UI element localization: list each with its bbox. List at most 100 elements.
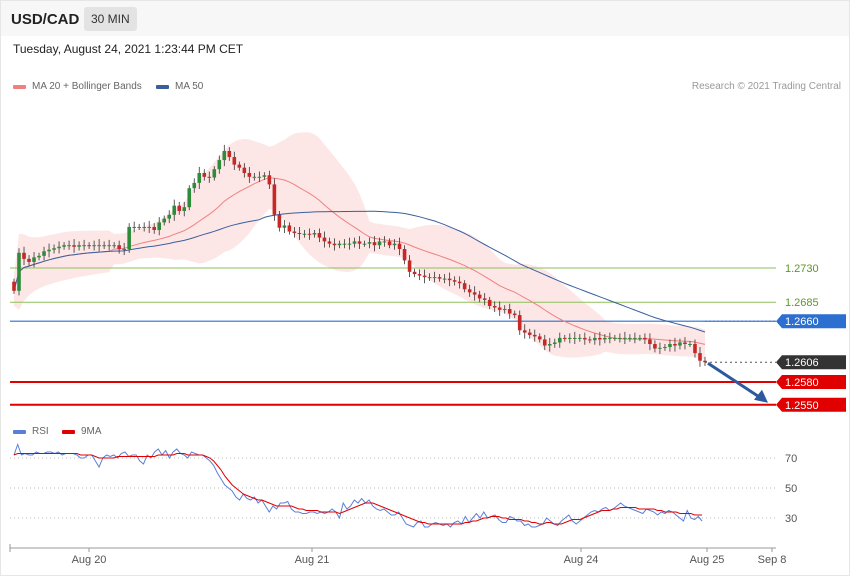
candle xyxy=(487,296,492,310)
candle-body xyxy=(487,299,492,306)
candle xyxy=(492,301,497,313)
candle xyxy=(372,236,377,252)
legend-swatch-9ma xyxy=(62,429,75,434)
candle-body xyxy=(122,249,126,250)
candle-body xyxy=(297,233,302,235)
candle-body xyxy=(598,337,602,340)
candle-body xyxy=(643,337,647,340)
candle xyxy=(522,324,527,339)
x-tick-label: Aug 25 xyxy=(690,554,725,566)
candle-body xyxy=(452,280,457,282)
candle xyxy=(462,280,467,293)
candle-body xyxy=(402,249,407,261)
candle-body xyxy=(182,207,187,211)
candle xyxy=(547,337,552,352)
candle-body xyxy=(382,241,387,243)
candle xyxy=(427,273,432,281)
legend-ma20: MA 20 + Bollinger Bands xyxy=(13,81,142,92)
candle xyxy=(542,334,547,351)
candle xyxy=(698,347,702,367)
candle xyxy=(502,305,507,314)
candle-body xyxy=(497,307,502,310)
candle xyxy=(347,237,352,250)
candle xyxy=(527,328,532,339)
candle-body xyxy=(392,243,397,246)
candle xyxy=(102,241,106,249)
candle-body xyxy=(502,309,507,311)
x-tick-label: Aug 21 xyxy=(295,554,330,566)
candle-body xyxy=(57,246,61,249)
candle-body xyxy=(693,344,697,354)
candle-body xyxy=(152,226,157,230)
candle xyxy=(412,268,417,278)
candle-body xyxy=(407,260,412,272)
candle-body xyxy=(638,337,642,339)
candle-body xyxy=(102,245,106,247)
candle xyxy=(703,356,707,367)
candle-body xyxy=(92,245,96,247)
candle xyxy=(472,286,477,301)
candle-body xyxy=(367,242,372,244)
candle xyxy=(182,201,187,217)
candle xyxy=(117,240,121,254)
candle-body xyxy=(77,245,81,247)
candle xyxy=(557,332,562,348)
candle xyxy=(658,342,662,354)
candle-body xyxy=(42,251,46,256)
candle xyxy=(517,310,522,335)
candle-body xyxy=(197,173,202,183)
x-tick-label: Sep 8 xyxy=(758,554,787,566)
candle-body xyxy=(362,243,367,245)
candle xyxy=(257,171,262,183)
candle xyxy=(623,331,627,344)
candle-body xyxy=(482,298,487,300)
candle-body xyxy=(52,248,56,250)
candle xyxy=(382,236,387,247)
candle xyxy=(452,276,457,286)
candle-body xyxy=(62,245,66,247)
candle-body xyxy=(442,278,447,280)
candle xyxy=(638,334,642,341)
candle xyxy=(352,237,357,248)
candle xyxy=(157,217,162,236)
candle xyxy=(477,290,482,303)
candle-body xyxy=(507,309,512,314)
candle-body xyxy=(412,271,417,275)
candle xyxy=(87,242,91,249)
candle xyxy=(92,240,96,251)
candle-body xyxy=(147,226,151,228)
candle-body xyxy=(217,160,222,170)
candle-body xyxy=(583,337,587,340)
candle-body xyxy=(668,344,672,348)
candle-body xyxy=(207,176,212,178)
level-tag-1.2580 xyxy=(776,375,846,389)
candle xyxy=(653,340,657,353)
candle xyxy=(683,337,687,350)
symbol-title: USD/CAD xyxy=(11,11,80,28)
candle xyxy=(432,271,437,283)
candle xyxy=(162,215,167,226)
rsi-tick-label: 70 xyxy=(785,453,797,465)
candle xyxy=(242,163,247,178)
candle-body xyxy=(658,347,662,349)
candle xyxy=(568,333,572,344)
candle-body xyxy=(432,277,437,279)
candle-body xyxy=(377,241,382,246)
legend-ma50: MA 50 xyxy=(156,81,203,92)
candle-body xyxy=(562,337,567,339)
candle xyxy=(302,230,307,238)
candle-body xyxy=(237,164,242,168)
candle xyxy=(292,226,297,238)
candle-body xyxy=(342,243,347,245)
candle xyxy=(668,339,672,352)
candle-body xyxy=(222,150,227,161)
candle xyxy=(482,293,487,306)
candle-body xyxy=(27,258,31,262)
candle xyxy=(172,199,177,221)
timeframe-badge[interactable]: 30 MIN xyxy=(84,7,137,31)
candle-body xyxy=(202,173,207,177)
candle-body xyxy=(252,176,257,178)
candle xyxy=(177,201,182,215)
legend-swatch-rsi xyxy=(13,429,26,434)
candle-body xyxy=(352,241,357,244)
